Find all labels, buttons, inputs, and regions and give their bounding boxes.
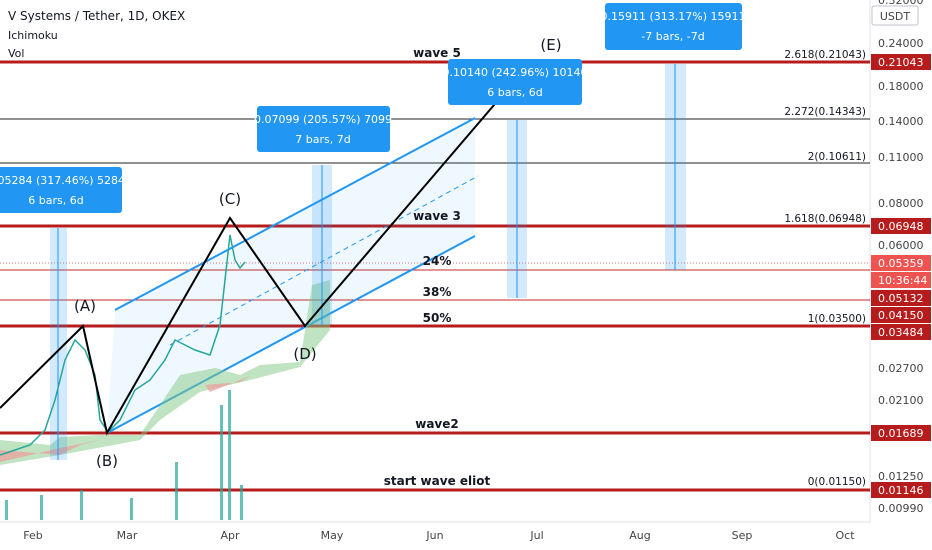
level-label: 50% [423, 311, 452, 325]
time-label: Jun [425, 529, 443, 542]
measure-lines [57, 64, 676, 460]
price-label: 0.14000 [878, 115, 924, 128]
price-tag-label: 0.21043 [878, 56, 924, 69]
level-label: 38% [423, 285, 452, 299]
measure-text: 7 bars, 7d [295, 133, 350, 146]
price-axis: 0.32000 0.24000 0.18000 0.14000 0.11000 0.080… [871, 0, 931, 515]
time-label: Feb [23, 529, 42, 542]
price-label: 0.18000 [878, 80, 924, 93]
fib-label: 1(0.03500) [808, 313, 866, 325]
price-label: 0.32000 [878, 0, 924, 7]
symbol-title: V Systems / Tether, 1D, OKEX [8, 9, 185, 23]
time-label: Jul [529, 529, 543, 542]
price-tag-label: 0.03484 [878, 326, 924, 339]
price-tag-label: 0.05359 [878, 257, 924, 270]
price-tag [871, 482, 931, 498]
price-tag-label: 0.04150 [878, 309, 924, 322]
volume-bar [5, 500, 8, 520]
price-label: 0.11000 [878, 151, 924, 164]
measure-text: 0.10140 (242.96%) 10140 [443, 66, 588, 79]
time-axis: Feb Mar Apr May Jun Jul Aug Sep Oct [23, 529, 855, 542]
volume-bar [240, 485, 243, 520]
volume-bar [130, 498, 133, 520]
volume-bar [80, 490, 83, 520]
measure-box [257, 106, 390, 152]
price-label: 0.02100 [878, 394, 924, 407]
volume-bar [220, 405, 223, 520]
fib-label: 0(0.01150) [808, 476, 866, 488]
volume-bar [228, 390, 231, 520]
price-label: 0.06000 [878, 239, 924, 252]
countdown-label: 10:36:44 [878, 274, 927, 287]
wave-point: (A) [74, 297, 96, 315]
time-label: Sep [732, 529, 753, 542]
price-tag [871, 255, 931, 271]
level-label: wave 3 [413, 209, 461, 223]
price-tag [871, 324, 931, 340]
volume-bar [175, 462, 178, 520]
measure-box [0, 167, 122, 213]
price-label: 0.08000 [878, 197, 924, 210]
level-label: start wave eliot [384, 474, 491, 488]
time-label: Mar [117, 529, 138, 542]
indicator-label: Ichimoku [8, 29, 58, 42]
fib-label: 2.272(0.14343) [784, 106, 866, 118]
measure-box [605, 3, 742, 50]
price-label: 0.00990 [878, 502, 924, 515]
channel-line [114, 117, 476, 311]
measure-text: 0.15911 (313.17%) 15911 [601, 10, 746, 23]
fib-label: 2(0.10611) [808, 151, 866, 163]
unit-label[interactable]: USDT [880, 10, 911, 23]
wave-point: (E) [540, 36, 561, 54]
level-label: wave2 [415, 417, 459, 431]
time-label: Oct [835, 529, 855, 542]
time-label: Apr [220, 529, 240, 542]
price-tag [871, 290, 931, 306]
wave-point: (B) [96, 452, 118, 470]
cloud [0, 440, 100, 462]
channel-fill [107, 118, 475, 433]
measure-text: 6 bars, 6d [487, 86, 542, 99]
level-label: 24% [423, 254, 452, 268]
price-tag [871, 307, 931, 323]
wave-path [0, 97, 501, 436]
price-label: 0.01250 [878, 470, 924, 483]
wave-point: (C) [219, 190, 241, 208]
level-label: wave 5 [413, 46, 461, 60]
price-label: 0.24000 [878, 37, 924, 50]
indicator-label: Vol [8, 47, 24, 60]
cloud [0, 280, 330, 465]
measure-box [448, 59, 582, 105]
unit-box[interactable] [871, 5, 919, 26]
measure-text: 0.05284 (317.46%) 5284 [0, 174, 125, 187]
cloud [205, 376, 250, 392]
wave-point: (D) [293, 345, 316, 363]
price-tag [871, 54, 931, 70]
fib-label: 1.618(0.06948) [784, 213, 866, 225]
measure-text: -7 bars, -7d [641, 30, 704, 43]
measure-text: 0.07099 (205.57%) 7099 [254, 113, 392, 126]
price-tag-label: 0.06948 [878, 220, 924, 233]
time-label: Aug [629, 529, 650, 542]
price-trace [0, 234, 246, 456]
price-tag [871, 425, 931, 441]
countdown-tag [871, 272, 931, 288]
time-label: May [321, 529, 344, 542]
measure-text: 6 bars, 6d [28, 194, 83, 207]
price-label: 0.02700 [878, 362, 924, 375]
price-tag [871, 218, 931, 234]
price-tag-label: 0.01146 [878, 484, 924, 497]
price-tag-label: 0.01689 [878, 427, 924, 440]
price-tag-label: 0.05132 [878, 292, 924, 305]
fib-label: 2.618(0.21043) [784, 49, 866, 61]
volume-bar [40, 495, 43, 520]
volume [5, 390, 243, 520]
